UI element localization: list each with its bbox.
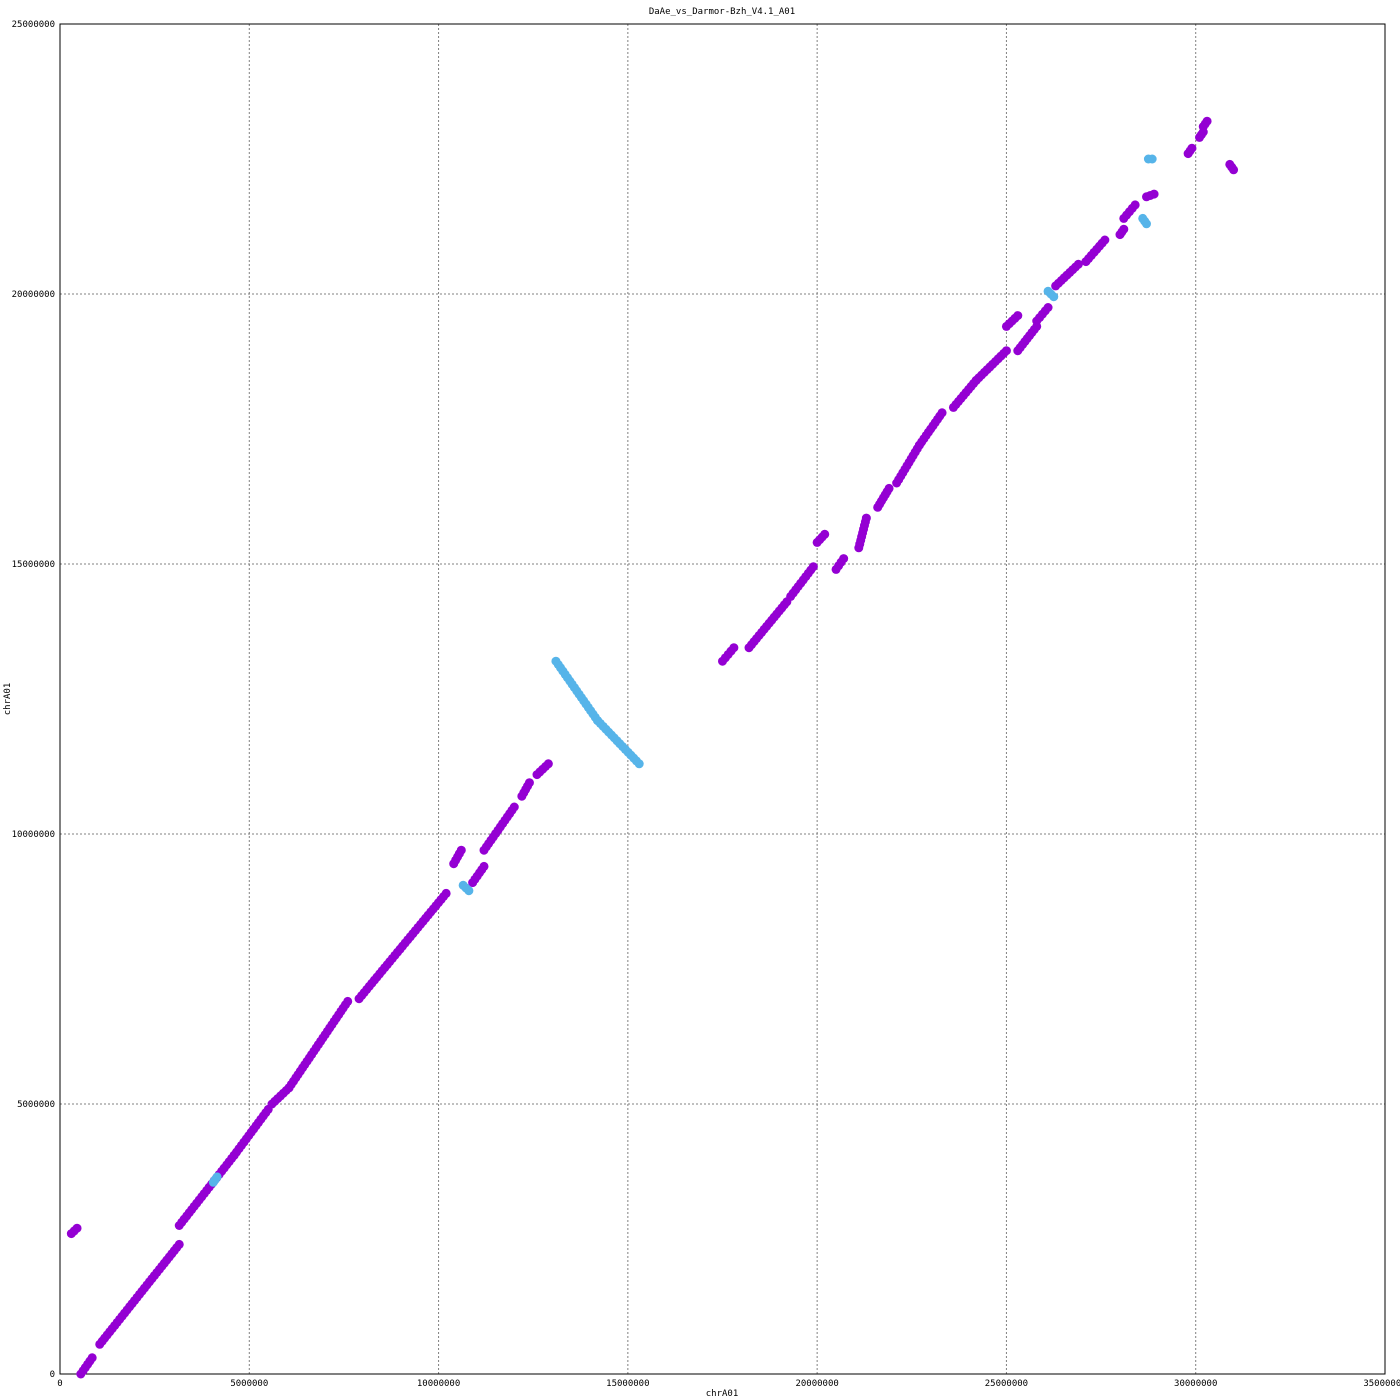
forward-alignment-segment	[744, 597, 792, 653]
alignment-point	[509, 802, 519, 812]
alignment-point	[1202, 116, 1212, 126]
alignment-point	[839, 554, 849, 564]
reverse-alignment-segment	[593, 716, 644, 769]
forward-alignment-segment	[1013, 321, 1042, 356]
y-tick-label: 25000000	[12, 20, 55, 30]
forward-alignment-segment	[95, 1239, 184, 1349]
forward-alignment-segment	[1051, 259, 1083, 291]
alignment-point	[1073, 259, 1083, 269]
forward-alignment-segment	[1198, 116, 1212, 132]
reverse-alignment-segment	[458, 880, 474, 896]
forward-alignment-segment	[718, 643, 739, 666]
x-tick-label: 10000000	[417, 1379, 460, 1389]
forward-alignment-segment	[812, 529, 830, 547]
alignment-point	[72, 1223, 82, 1233]
alignment-point	[479, 861, 489, 871]
forward-alignment-segment	[1119, 200, 1140, 223]
chart-title: DaAe_vs_Darmor-Bzh_V4.1_A01	[649, 7, 795, 17]
y-tick-label: 20000000	[12, 290, 55, 300]
forward-alignment-segment	[1001, 311, 1023, 331]
forward-alignment-segment	[1081, 235, 1110, 267]
alignment-point	[937, 408, 947, 418]
forward-alignment-segment	[831, 554, 849, 574]
x-tick-label: 30000000	[1174, 1379, 1217, 1389]
alignment-point	[456, 845, 466, 855]
forward-alignment-segment	[854, 513, 871, 553]
forward-alignment-segment	[1142, 189, 1159, 202]
alignment-point	[174, 1239, 184, 1249]
forward-alignment-segment	[1032, 303, 1053, 326]
alignment-point	[1142, 219, 1151, 229]
forward-alignment-segment	[1115, 224, 1129, 240]
y-tick-label: 15000000	[12, 560, 55, 570]
alignment-point	[861, 513, 871, 523]
alignment-point	[1130, 200, 1140, 210]
forward-alignment-segment	[449, 845, 466, 869]
x-tick-label: 0	[57, 1379, 62, 1389]
alignment-point	[1049, 292, 1059, 302]
reverse-alignment-segment	[1143, 154, 1157, 164]
reverse-alignment-segment	[1043, 286, 1059, 302]
alignment-point	[87, 1353, 97, 1363]
y-axis-title: chrA01	[3, 683, 13, 716]
alignment-point	[634, 759, 644, 769]
forward-alignment-segment	[971, 346, 1011, 385]
forward-alignment-segment	[532, 759, 553, 780]
alignment-point	[1119, 224, 1129, 234]
alignment-point	[1001, 346, 1011, 356]
alignment-point	[808, 562, 818, 572]
alignment-point	[1229, 165, 1239, 175]
x-tick-label: 25000000	[985, 1379, 1028, 1389]
forward-alignment-segment	[1183, 143, 1197, 159]
alignment-point	[543, 759, 553, 769]
alignment-point	[1013, 311, 1023, 321]
alignment-point	[1043, 303, 1053, 312]
y-tick-label: 0	[50, 1370, 55, 1380]
forward-alignment-segment	[229, 1104, 273, 1160]
alignment-point	[212, 1172, 222, 1182]
forward-alignment-segment	[468, 861, 489, 888]
alignment-point	[1100, 235, 1110, 245]
alignment-point	[464, 886, 474, 896]
plot-frame	[59, 23, 1386, 1375]
alignment-point	[729, 643, 739, 653]
forward-alignment-segment	[284, 996, 353, 1093]
y-tick-label: 5000000	[17, 1100, 55, 1110]
forward-alignment-segment	[66, 1223, 82, 1239]
forward-alignment-segment	[1225, 159, 1239, 175]
alignment-point	[1149, 189, 1159, 199]
reverse-alignment-segment	[551, 656, 603, 726]
x-tick-label: 20000000	[795, 1379, 838, 1389]
forward-alignment-segment	[786, 562, 818, 601]
forward-alignment-segment	[354, 888, 451, 1004]
alignment-point	[884, 483, 894, 493]
reverse-alignment-segment	[208, 1172, 222, 1187]
forward-alignment-segment	[76, 1353, 97, 1379]
forward-alignment-segment	[914, 408, 947, 450]
reverse-alignment-segment	[1138, 213, 1151, 229]
forward-alignment-segment	[479, 802, 519, 855]
x-axis-title: chrA01	[706, 1389, 739, 1399]
forward-alignment-segment	[873, 483, 894, 512]
alignment-point	[1187, 143, 1197, 153]
x-tick-label: 15000000	[606, 1379, 649, 1389]
alignment-point	[820, 529, 830, 539]
alignment-point	[441, 888, 451, 898]
x-tick-label: 5000000	[230, 1379, 268, 1389]
forward-alignment-segment	[517, 778, 534, 801]
data-points	[66, 116, 1239, 1379]
y-tick-label: 10000000	[12, 830, 55, 840]
tick-labels: 0 5000000 10000000 15000000 20000000 25000000…	[12, 20, 1400, 1389]
alignment-point	[343, 996, 353, 1006]
forward-alignment-segment	[174, 1150, 239, 1230]
alignment-point	[524, 778, 534, 788]
grid-lines	[60, 23, 1386, 1374]
alignment-point	[1147, 154, 1157, 164]
